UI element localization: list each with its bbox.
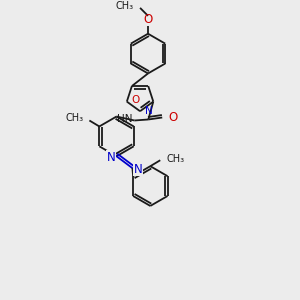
- Text: N: N: [134, 163, 142, 176]
- Text: N: N: [145, 106, 153, 116]
- Text: HN: HN: [117, 115, 132, 124]
- Text: O: O: [132, 94, 140, 105]
- Text: CH₃: CH₃: [166, 154, 184, 164]
- Text: N: N: [107, 151, 116, 164]
- Text: CH₃: CH₃: [116, 1, 134, 11]
- Text: O: O: [168, 111, 177, 124]
- Text: CH₃: CH₃: [65, 113, 83, 124]
- Text: O: O: [143, 13, 153, 26]
